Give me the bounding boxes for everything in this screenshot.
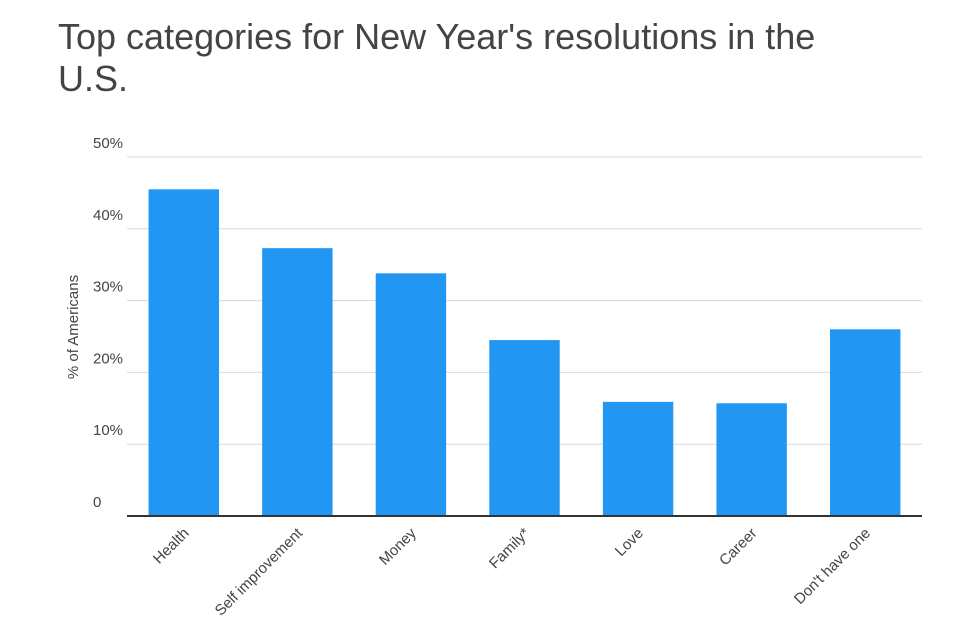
y-tick-label: 10%	[93, 422, 123, 439]
y-tick-label: 0	[93, 494, 101, 511]
bar	[716, 403, 787, 516]
x-tick-label: Career	[716, 525, 760, 569]
y-tick-label: 40%	[93, 207, 123, 224]
y-tick-label: 50%	[93, 135, 123, 152]
x-tick-label: Don't have one	[791, 525, 874, 608]
x-tick-label: Family*	[486, 525, 533, 572]
x-tick-label: Self improvement	[212, 524, 307, 619]
x-tick-label: Money	[376, 524, 420, 568]
bar	[262, 248, 333, 516]
x-tick-label: Health	[150, 525, 193, 568]
bar	[375, 273, 447, 516]
bar	[602, 401, 674, 516]
y-tick-label: 30%	[93, 279, 123, 296]
x-tick-label: Love	[612, 525, 647, 560]
chart-title: Top categories for New Year's resolution…	[58, 16, 816, 99]
bar	[489, 340, 560, 516]
bar	[148, 189, 219, 516]
bar	[830, 329, 901, 516]
y-axis-label: % of Americans	[65, 275, 82, 379]
y-tick-label: 20%	[93, 350, 123, 367]
